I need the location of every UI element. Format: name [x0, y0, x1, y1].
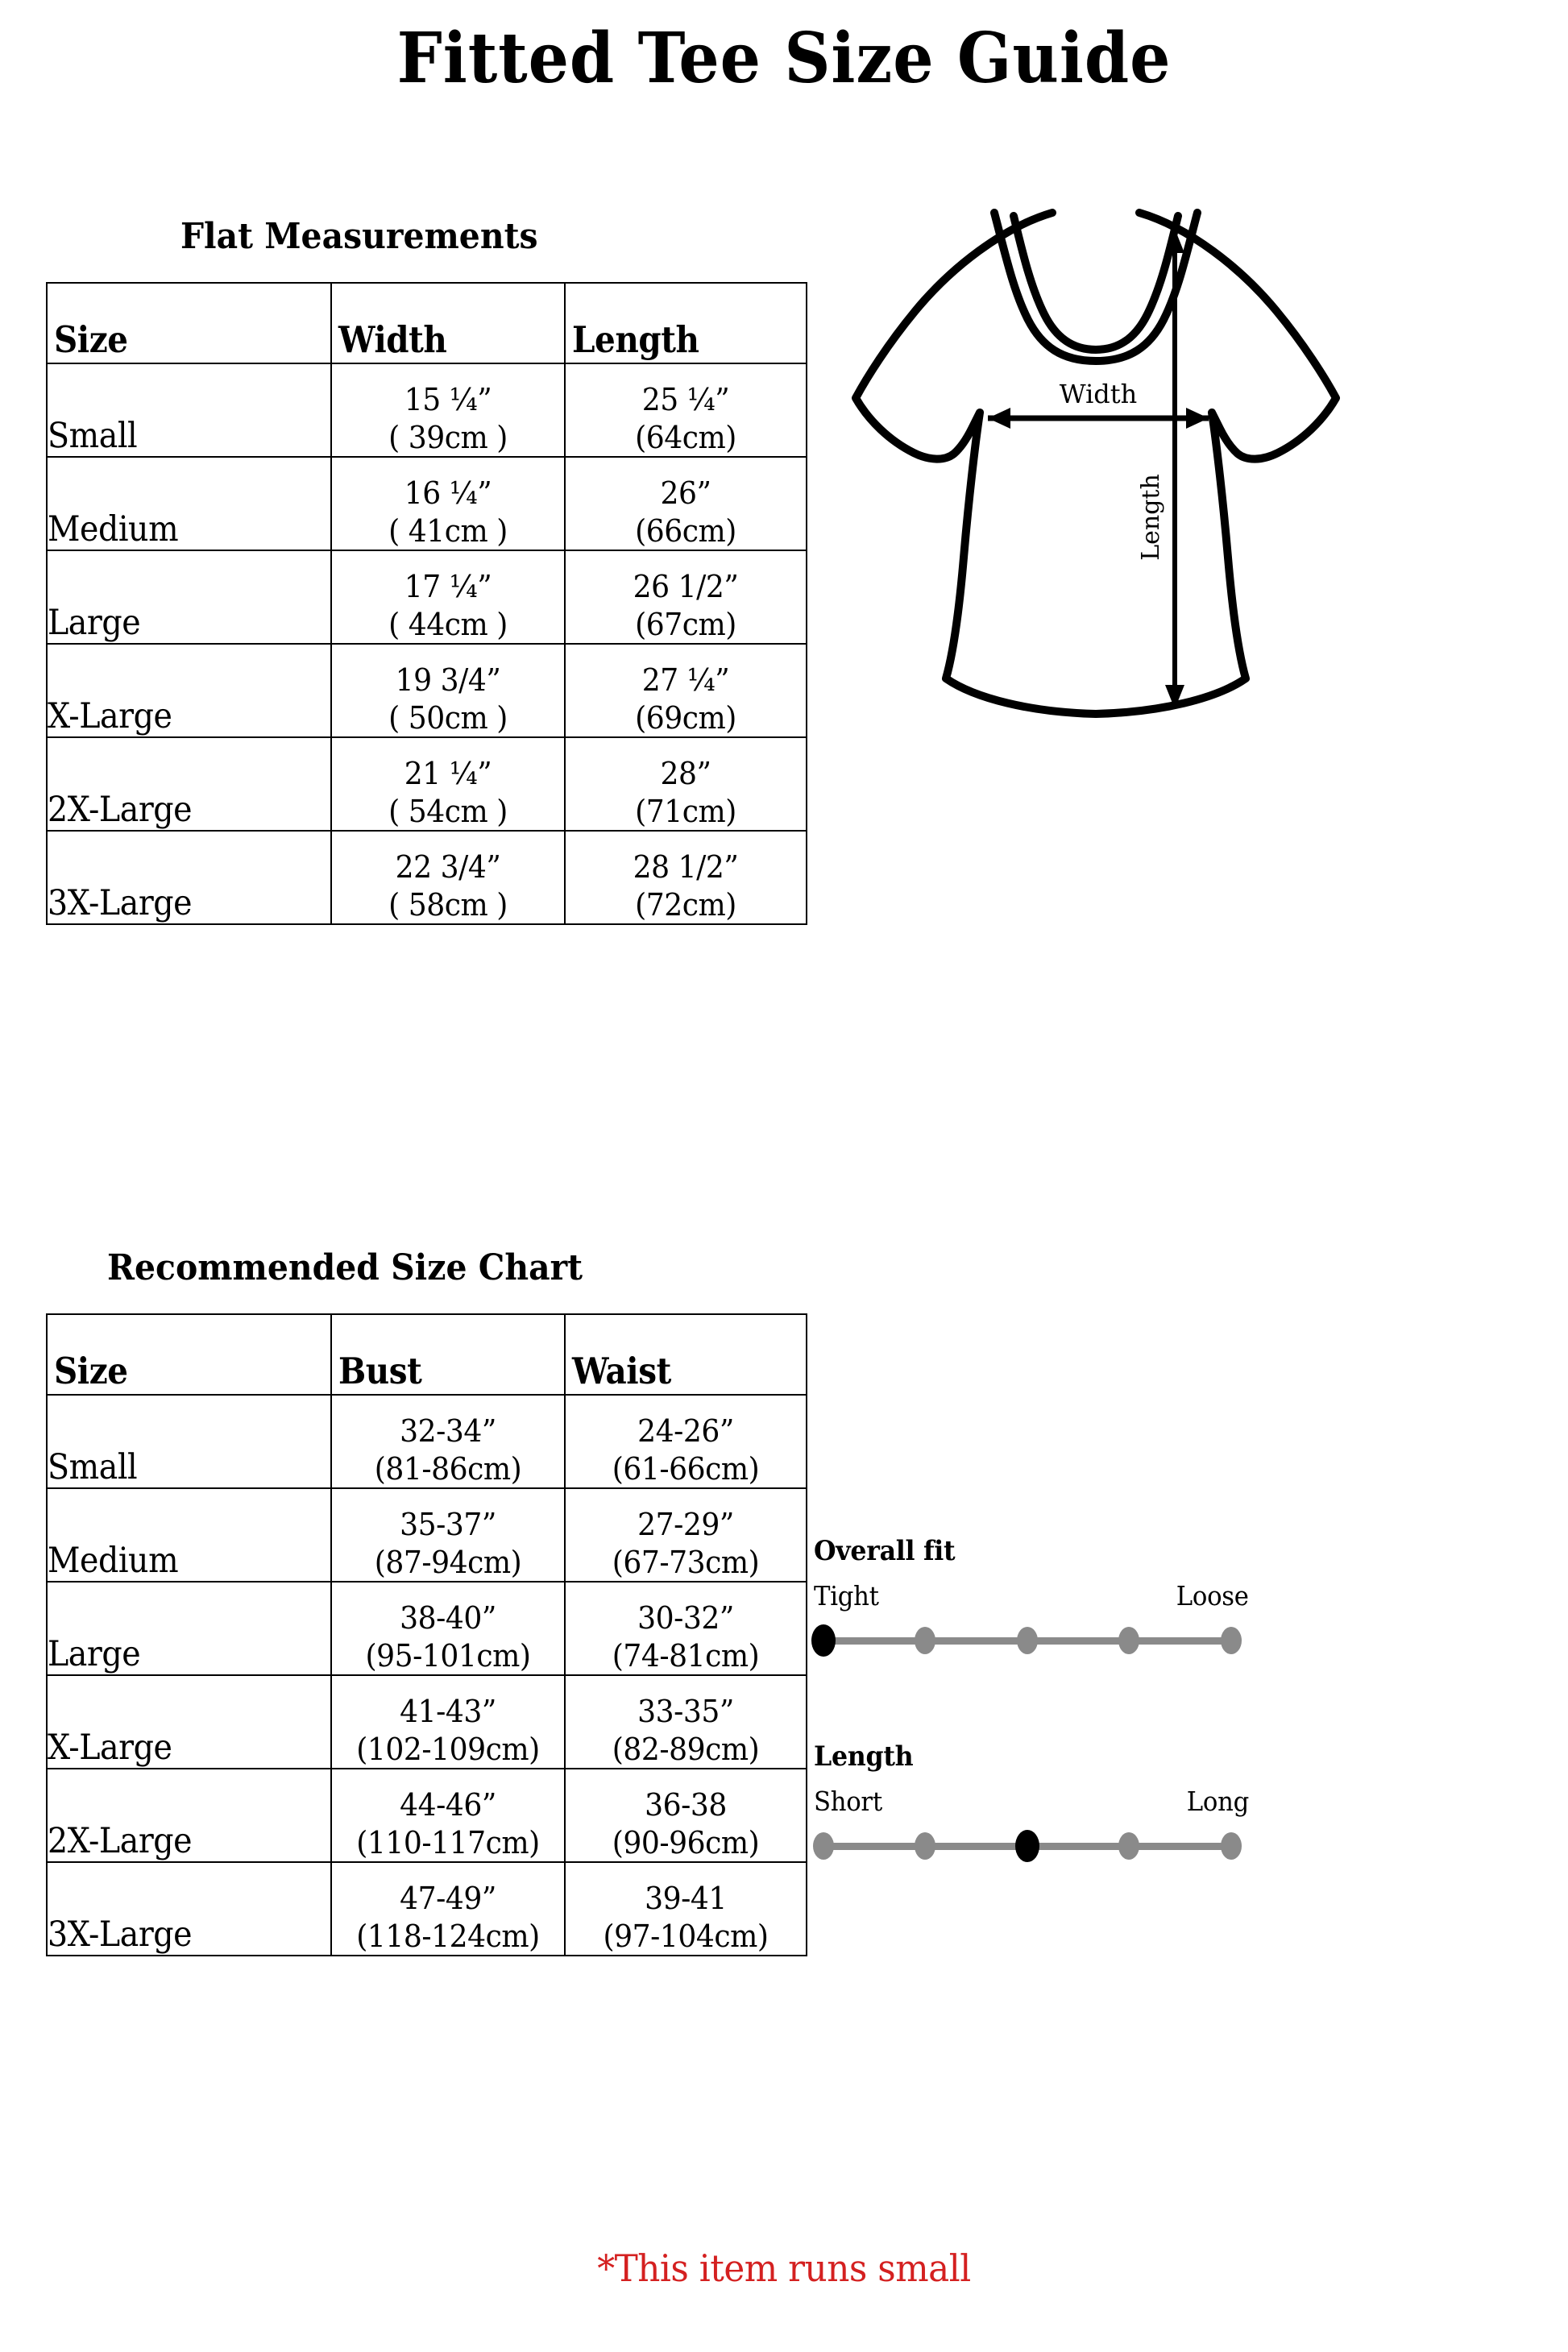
column-header-length: Length	[564, 282, 807, 364]
cell-width: 22 3/4” ( 58cm )	[330, 830, 566, 925]
length-scale-right-label: Long	[1186, 1786, 1249, 1817]
cell-size: Large	[46, 1581, 332, 1676]
table-header-row: Size Width Length	[46, 282, 807, 364]
footnote-text: *This item runs small	[597, 2246, 971, 2290]
cell-width: 17 ¼” ( 44cm )	[330, 550, 566, 645]
cell-size: Small	[46, 363, 332, 458]
cell-width: 19 3/4” ( 50cm )	[330, 643, 566, 738]
table-row: Small 32-34” (81-86cm) 24-26” (61-66cm)	[46, 1394, 807, 1489]
overall-fit-track[interactable]	[811, 1622, 1242, 1659]
length-dimension-arrow	[1165, 229, 1184, 709]
cell-length: 28 1/2” (72cm)	[564, 830, 807, 925]
length-label: Length	[1137, 474, 1165, 561]
tee-outline-path	[852, 209, 1340, 718]
table-row: 2X-Large 21 ¼” ( 54cm ) 28” (71cm)	[46, 736, 807, 832]
length-scale-track[interactable]	[813, 1827, 1242, 1865]
table-row: Large 17 ¼” ( 44cm ) 26 1/2” (67cm)	[46, 550, 807, 645]
runs-small-footnote: *This item runs small	[0, 2246, 1568, 2290]
length-scale-left-label: Short	[814, 1786, 882, 1817]
cell-size: 3X-Large	[46, 830, 332, 925]
cell-waist: 30-32” (74-81cm)	[564, 1581, 807, 1676]
cell-bust: 32-34” (81-86cm)	[330, 1394, 566, 1489]
cell-bust: 35-37” (87-94cm)	[330, 1487, 566, 1583]
scale-dot-4[interactable]	[1118, 1627, 1139, 1654]
tee-illustration: Width Length	[830, 179, 1555, 719]
scale-dot-3[interactable]	[1015, 1830, 1039, 1862]
table-row: Medium 35-37” (87-94cm) 27-29” (67-73cm)	[46, 1487, 807, 1583]
table-row: 3X-Large 47-49” (118-124cm) 39-41 (97-10…	[46, 1861, 807, 1956]
width-label: Width	[1060, 379, 1138, 409]
scale-dot-2[interactable]	[915, 1832, 935, 1860]
scale-dot-5[interactable]	[1221, 1832, 1242, 1860]
cell-width: 21 ¼” ( 54cm )	[330, 736, 566, 832]
cell-length: 25 ¼” (64cm)	[564, 363, 807, 458]
cell-bust: 47-49” (118-124cm)	[330, 1861, 566, 1956]
cell-size: Medium	[46, 456, 332, 551]
length-scale-title: Length	[814, 1740, 914, 1773]
cell-waist: 33-35” (82-89cm)	[564, 1674, 807, 1769]
cell-size: X-Large	[46, 1674, 332, 1769]
cell-waist: 39-41 (97-104cm)	[564, 1861, 807, 1956]
cell-waist: 27-29” (67-73cm)	[564, 1487, 807, 1583]
page-title: Fitted Tee Size Guide	[396, 18, 1172, 99]
cell-width: 15 ¼” ( 39cm )	[330, 363, 566, 458]
overall-fit-endpoints: Tight Loose	[814, 1580, 1249, 1619]
cell-size: 2X-Large	[46, 1768, 332, 1863]
overall-fit-right-label: Loose	[1176, 1580, 1249, 1612]
cell-size: 2X-Large	[46, 736, 332, 832]
table-row: X-Large 19 3/4” ( 50cm ) 27 ¼” (69cm)	[46, 643, 807, 738]
column-header-size: Size	[46, 1313, 332, 1396]
length-scale: Length Short Long	[813, 1740, 1249, 1865]
overall-fit-title: Overall fit	[814, 1535, 956, 1567]
table-row: Medium 16 ¼” ( 41cm ) 26” (66cm)	[46, 456, 807, 551]
cell-size: Medium	[46, 1487, 332, 1583]
table-row: 2X-Large 44-46” (110-117cm) 36-38 (90-96…	[46, 1768, 807, 1863]
cell-waist: 24-26” (61-66cm)	[564, 1394, 807, 1489]
table-header-row: Size Bust Waist	[46, 1313, 807, 1396]
cell-size: X-Large	[46, 643, 332, 738]
cell-length: 27 ¼” (69cm)	[564, 643, 807, 738]
flat-measurements-table: Size Width Length Small 15 ¼” ( 39cm ) 2…	[46, 282, 807, 925]
cell-width: 16 ¼” ( 41cm )	[330, 456, 566, 551]
width-dimension-arrow	[988, 408, 1209, 429]
table-row: Small 15 ¼” ( 39cm ) 25 ¼” (64cm)	[46, 363, 807, 458]
column-header-width: Width	[330, 282, 566, 364]
length-scale-endpoints: Short Long	[814, 1786, 1249, 1824]
cell-size: Small	[46, 1394, 332, 1489]
scale-dot-4[interactable]	[1118, 1832, 1139, 1860]
column-header-waist: Waist	[564, 1313, 807, 1396]
scale-dot-1[interactable]	[811, 1624, 836, 1657]
scale-dot-1[interactable]	[813, 1832, 834, 1860]
cell-bust: 38-40” (95-101cm)	[330, 1581, 566, 1676]
scale-dot-5[interactable]	[1221, 1627, 1242, 1654]
cell-size: 3X-Large	[46, 1861, 332, 1956]
cell-bust: 44-46” (110-117cm)	[330, 1768, 566, 1863]
overall-fit-left-label: Tight	[814, 1580, 879, 1612]
cell-length: 26” (66cm)	[564, 456, 807, 551]
cell-waist: 36-38 (90-96cm)	[564, 1768, 807, 1863]
table-row: 3X-Large 22 3/4” ( 58cm ) 28 1/2” (72cm)	[46, 830, 807, 925]
cell-size: Large	[46, 550, 332, 645]
cell-length: 26 1/2” (67cm)	[564, 550, 807, 645]
cell-length: 28” (71cm)	[564, 736, 807, 832]
overall-fit-scale: Overall fit Tight Loose	[811, 1535, 1249, 1659]
cell-bust: 41-43” (102-109cm)	[330, 1674, 566, 1769]
scale-dot-3[interactable]	[1017, 1627, 1038, 1654]
table-row: Large 38-40” (95-101cm) 30-32” (74-81cm)	[46, 1581, 807, 1676]
recommended-size-chart-table: Size Bust Waist Small 32-34” (81-86cm) 2…	[46, 1313, 807, 1956]
column-header-size: Size	[46, 282, 332, 364]
recommended-size-chart-heading: Recommended Size Chart	[107, 1247, 583, 1288]
flat-measurements-heading: Flat Measurements	[180, 216, 538, 257]
column-header-bust: Bust	[330, 1313, 566, 1396]
scale-dot-2[interactable]	[915, 1627, 935, 1654]
table-row: X-Large 41-43” (102-109cm) 33-35” (82-89…	[46, 1674, 807, 1769]
